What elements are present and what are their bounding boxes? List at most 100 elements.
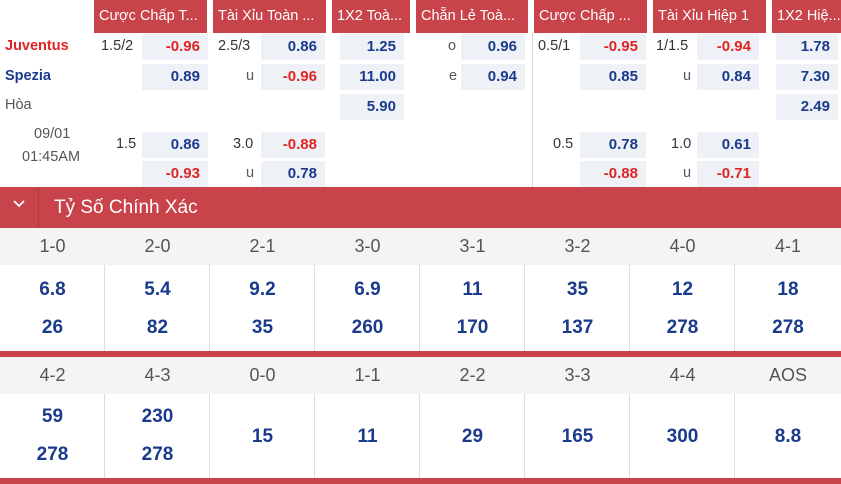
odds-correct-score-reverse[interactable]: 260 <box>351 317 384 338</box>
over-under-line-2: 3.0 <box>233 136 254 152</box>
odds-correct-score-reverse[interactable]: 278 <box>141 444 174 465</box>
under-label: u <box>246 68 255 84</box>
odds-aos[interactable]: 8.8 <box>774 426 802 447</box>
odds-correct-score[interactable]: 18 <box>777 279 799 300</box>
odds-1x2-away[interactable]: 11.00 <box>340 64 404 90</box>
odd-label: o <box>448 38 457 54</box>
over-under-line: 2.5/3 <box>218 38 251 54</box>
odds-over[interactable]: 0.86 <box>261 34 325 60</box>
handicap-line-2: 1.5 <box>116 136 137 152</box>
score-label: 0-0 <box>249 365 276 385</box>
odds-correct-score[interactable]: 59 <box>41 406 64 427</box>
odds-1x2-home[interactable]: 1.25 <box>340 34 404 60</box>
score-header-row-2: 4-2 4-3 0-0 1-1 2-2 3-3 4-4 AOS <box>0 357 841 394</box>
score-label: 2-1 <box>249 236 276 256</box>
h1-over-under-line-2: 1.0 <box>671 136 692 152</box>
odds-h1-under-2[interactable]: -0.71 <box>697 161 759 187</box>
h1-handicap-line-2: 0.5 <box>553 136 574 152</box>
header-handicap-h1[interactable]: Cược Chấp ... <box>534 0 647 33</box>
odds-correct-score-reverse[interactable]: 82 <box>146 317 169 338</box>
odds-handicap-away-2[interactable]: -0.93 <box>142 161 208 187</box>
correct-score-header[interactable]: Tỷ Số Chính Xác <box>0 187 841 228</box>
odds-correct-score[interactable]: 15 <box>251 426 274 447</box>
header-odd-even-ft[interactable]: Chẵn Lẻ Toà... <box>416 0 528 33</box>
odds-correct-score[interactable]: 29 <box>461 426 484 447</box>
team-home: Juventus <box>5 38 69 54</box>
odds-1x2-draw[interactable]: 5.90 <box>340 94 404 120</box>
odds-correct-score[interactable]: 11 <box>357 426 378 447</box>
score-label: 3-2 <box>564 236 591 256</box>
market-header: Cược Chấp T... Tài Xỉu Toàn ... 1X2 Toà.… <box>0 0 841 33</box>
odds-h1-handicap-away-2[interactable]: -0.88 <box>580 161 646 187</box>
h1-under-label-2: u <box>683 165 692 181</box>
h1-handicap-line: 0.5/1 <box>538 38 571 54</box>
column-divider <box>532 33 533 187</box>
odds-correct-score[interactable]: 230 <box>141 406 174 427</box>
score-label: 3-3 <box>564 365 591 385</box>
odds-correct-score[interactable]: 5.4 <box>144 279 171 300</box>
odds-h1-1x2-draw[interactable]: 2.49 <box>776 94 838 120</box>
score-label: 2-2 <box>459 365 486 385</box>
odds-correct-score[interactable]: 9.2 <box>249 279 276 300</box>
score-label: 3-1 <box>459 236 486 256</box>
header-over-under-h1[interactable]: Tài Xỉu Hiệp 1 <box>653 0 766 33</box>
header-1x2-h1[interactable]: 1X2 Hiệ... <box>772 0 841 33</box>
score-odds-row-1: 6.8 5.4 9.2 6.9 11 35 12 18 26 82 35 260… <box>0 265 841 351</box>
handicap-line: 1.5/2 <box>101 38 134 54</box>
header-handicap-ft[interactable]: Cược Chấp T... <box>94 0 207 33</box>
odds-h1-1x2-away[interactable]: 7.30 <box>776 64 838 90</box>
match-time: 01:45AM <box>22 149 81 165</box>
odds-correct-score[interactable]: 12 <box>671 279 694 300</box>
odds-odd[interactable]: 0.96 <box>461 34 525 60</box>
header-over-under-ft[interactable]: Tài Xỉu Toàn ... <box>213 0 326 33</box>
odds-correct-score[interactable]: 11 <box>462 279 483 300</box>
odds-correct-score[interactable]: 300 <box>666 426 699 447</box>
odds-h1-handicap-away[interactable]: 0.85 <box>580 64 646 90</box>
odds-handicap-away[interactable]: 0.89 <box>142 64 208 90</box>
score-label: 3-0 <box>354 236 381 256</box>
section-title: Tỷ Số Chính Xác <box>54 197 198 218</box>
odds-correct-score[interactable]: 6.8 <box>39 279 66 300</box>
score-label: 4-4 <box>669 365 696 385</box>
odds-h1-1x2-home[interactable]: 1.78 <box>776 34 838 60</box>
under-label-2: u <box>246 165 255 181</box>
score-label-aos: AOS <box>768 365 807 385</box>
score-label: 2-0 <box>144 236 171 256</box>
odds-handicap-home[interactable]: -0.96 <box>142 34 208 60</box>
even-label: e <box>449 68 458 84</box>
header-1x2-ft[interactable]: 1X2 Toà... <box>332 0 410 33</box>
odds-h1-handicap-home[interactable]: -0.95 <box>580 34 646 60</box>
odds-correct-score-reverse[interactable]: 278 <box>772 317 804 338</box>
h1-under-label: u <box>683 68 692 84</box>
match-date: 09/01 <box>34 126 71 142</box>
score-label: 4-0 <box>669 236 696 256</box>
odds-under-2[interactable]: 0.78 <box>261 161 325 187</box>
team-away: Spezia <box>5 68 51 84</box>
odds-correct-score-reverse[interactable]: 278 <box>666 317 699 338</box>
odds-correct-score-reverse[interactable]: 35 <box>251 317 274 338</box>
odds-h1-over-2[interactable]: 0.61 <box>697 132 759 158</box>
odds-h1-over[interactable]: -0.94 <box>697 34 759 60</box>
chevron-down-icon[interactable] <box>12 197 26 211</box>
odds-correct-score[interactable]: 35 <box>566 279 589 300</box>
odds-h1-under[interactable]: 0.84 <box>697 64 759 90</box>
score-label: 4-3 <box>144 365 171 385</box>
odds-correct-score-reverse[interactable]: 170 <box>456 317 489 338</box>
score-label: 4-1 <box>774 236 801 256</box>
odds-under[interactable]: -0.96 <box>261 64 325 90</box>
odds-handicap-home-2[interactable]: 0.86 <box>142 132 208 158</box>
odds-correct-score-reverse[interactable]: 278 <box>36 444 69 465</box>
section-divider <box>0 351 841 357</box>
odds-correct-score-reverse[interactable]: 137 <box>561 317 594 338</box>
odds-even[interactable]: 0.94 <box>461 64 525 90</box>
divider <box>38 187 39 228</box>
odds-over-2[interactable]: -0.88 <box>261 132 325 158</box>
odds-correct-score[interactable]: 165 <box>561 426 594 447</box>
draw-label: Hòa <box>5 97 32 113</box>
odds-correct-score-reverse[interactable]: 26 <box>41 317 64 338</box>
odds-h1-handicap-home-2[interactable]: 0.78 <box>580 132 646 158</box>
score-label: 4-2 <box>39 365 66 385</box>
odds-correct-score[interactable]: 6.9 <box>354 279 381 300</box>
section-divider-bottom <box>0 478 841 484</box>
odds-table: Juventus Spezia Hòa 09/01 01:45AM 1.5/2 … <box>0 33 841 187</box>
